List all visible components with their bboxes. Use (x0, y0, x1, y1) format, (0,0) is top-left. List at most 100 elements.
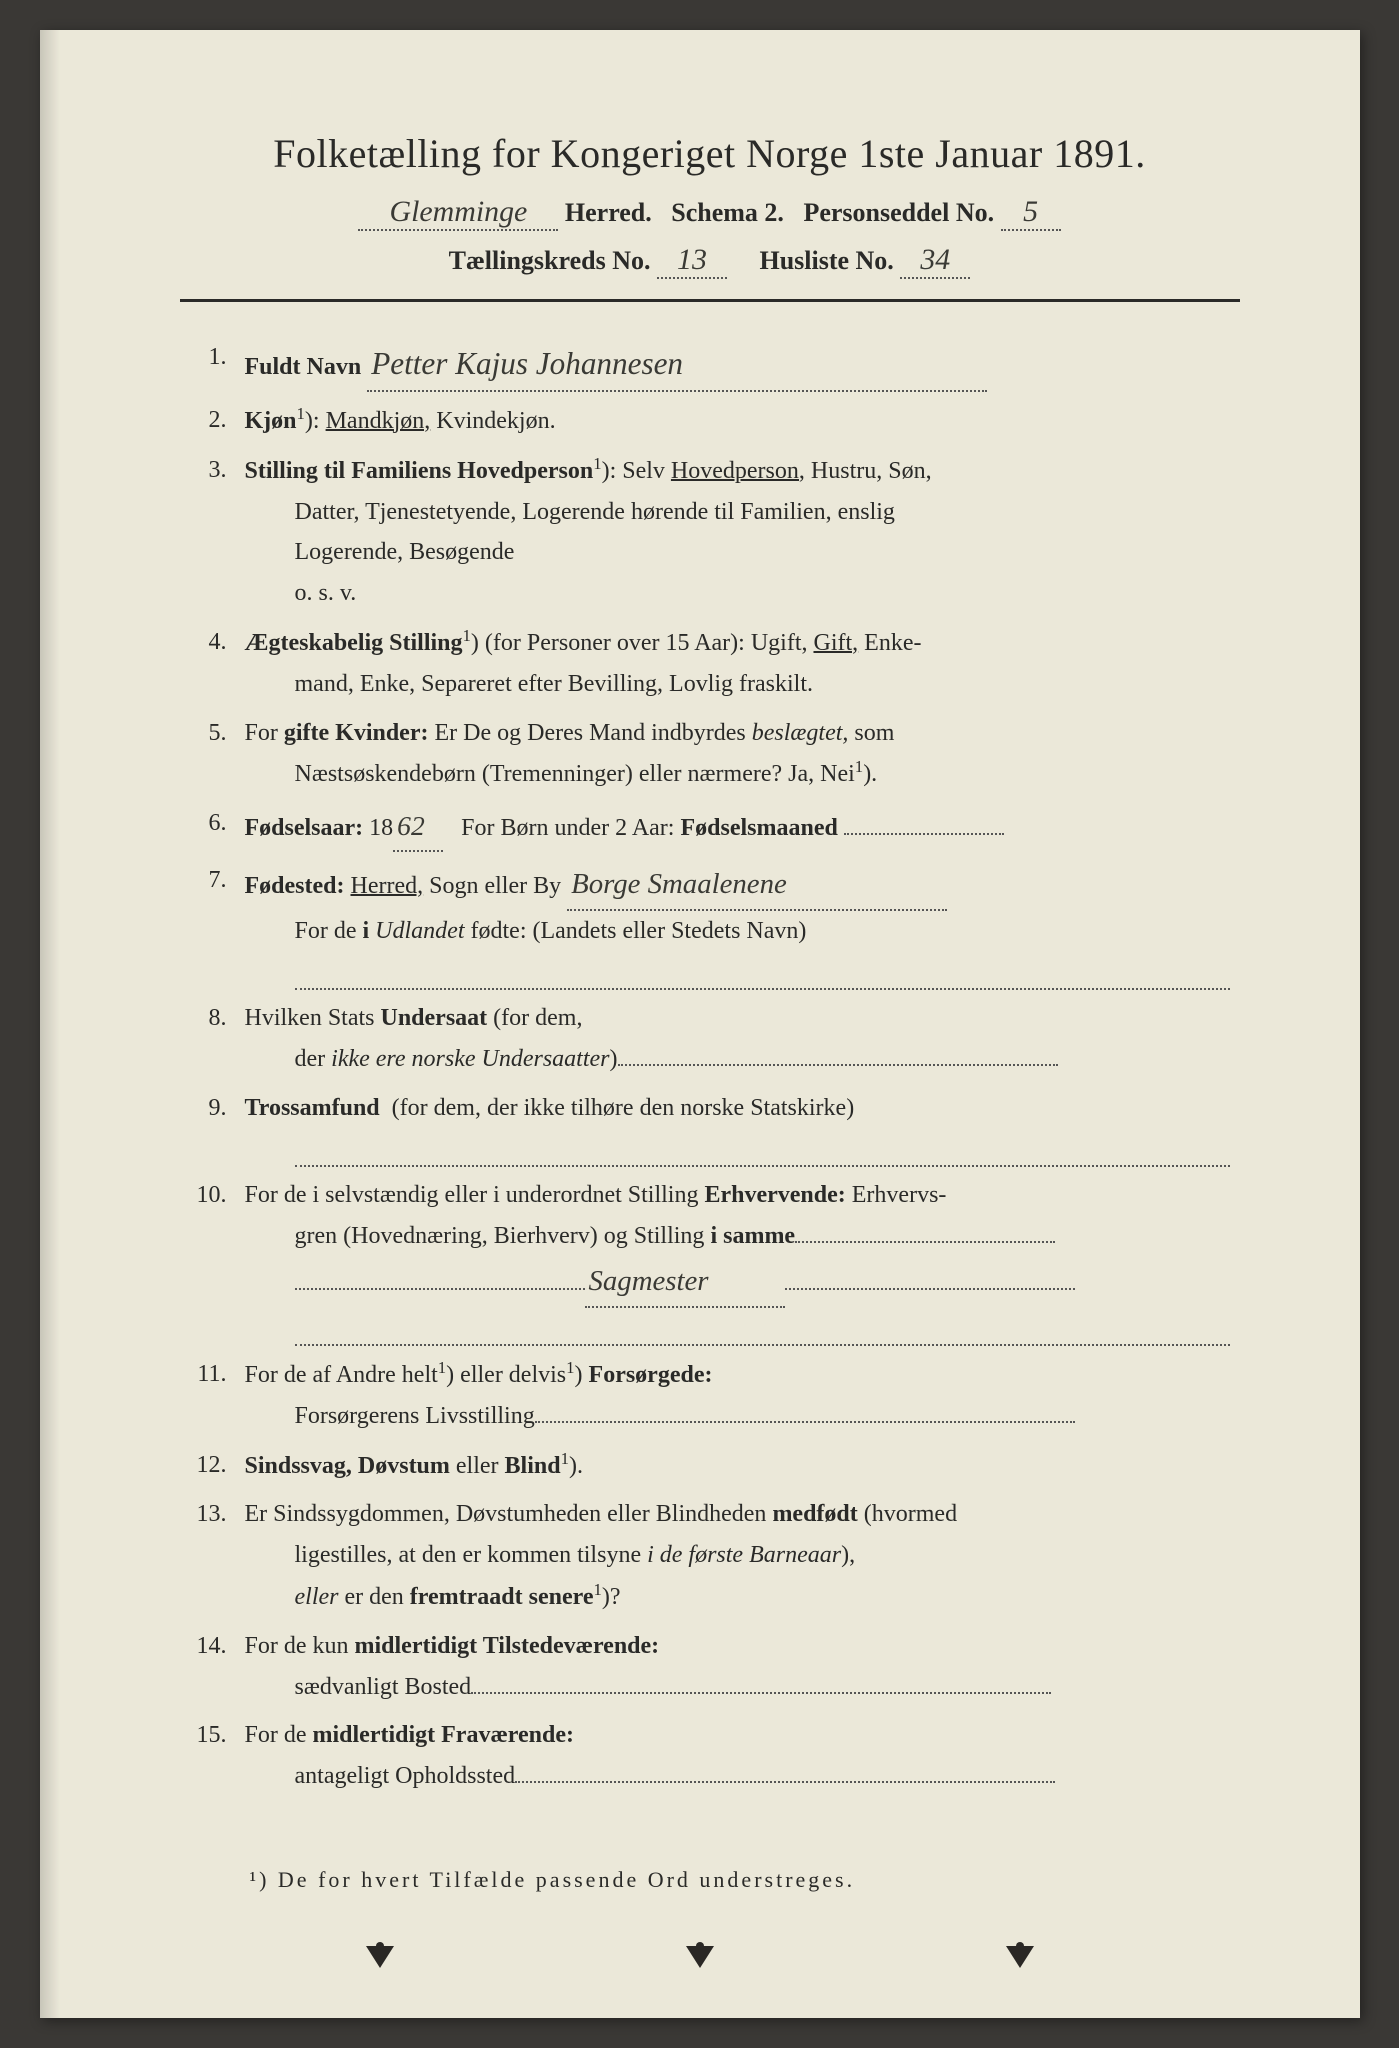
taellingskreds-no: 13 (657, 243, 727, 279)
cont: Datter, Tjenestetyende, Logerende hørend… (245, 492, 1230, 533)
header-line-2: Glemminge Herred. Schema 2. Personseddel… (180, 195, 1240, 231)
t: som (854, 720, 894, 746)
label: Ægteskabelig Stilling (245, 630, 463, 656)
header-divider (180, 299, 1240, 302)
item-body: Fødselsaar: 1862 For Børn under 2 Aar: F… (245, 803, 1230, 852)
t: eller delvis (460, 1362, 566, 1388)
year-value: 62 (393, 803, 443, 852)
fill (535, 1421, 1075, 1423)
schema-label: Schema 2. (671, 198, 784, 227)
item-1: 1. Fuldt Navn Petter Kajus Johannesen (190, 337, 1230, 392)
item-body: Trossamfund (for dem, der ikke tilhøre d… (245, 1088, 1230, 1167)
cont: o. s. v. (245, 573, 1230, 614)
header-line-3: Tællingskreds No. 13 Husliste No. 34 (180, 243, 1240, 279)
item-7: 7. Fødested: Herred, Sogn eller By Borge… (190, 860, 1230, 990)
t: gifte Kvinder: (284, 720, 429, 746)
fill (795, 1241, 1055, 1243)
item-body: Sindssvag, Døvstum eller Blind1). (245, 1445, 1230, 1487)
t: For de i selvstændig eller i underordnet… (245, 1182, 705, 1208)
cont: ligestilles, at den er kommen tilsyne i … (245, 1535, 1230, 1576)
item-12: 12. Sindssvag, Døvstum eller Blind1). (190, 1445, 1230, 1487)
t: midlertidigt Tilstedeværende: (355, 1633, 660, 1659)
item-15: 15. For de midlertidigt Fraværende: anta… (190, 1715, 1230, 1797)
item-body: For de af Andre helt1) eller delvis1) Fo… (245, 1354, 1230, 1437)
t: er den (344, 1584, 409, 1610)
cont: Logerende, Besøgende (245, 532, 1230, 573)
item-body: Fødested: Herred, Sogn eller By Borge Sm… (245, 860, 1230, 990)
form-content: 1. Fuldt Navn Petter Kajus Johannesen 2.… (180, 337, 1240, 1797)
label: Trossamfund (245, 1095, 380, 1121)
item-10: 10. For de i selvstændig eller i underor… (190, 1175, 1230, 1346)
dotted-line (295, 952, 1230, 990)
cont: Forsørgerens Livsstilling (245, 1396, 1230, 1437)
item-number: 12. (190, 1445, 245, 1487)
item-number: 10. (190, 1175, 245, 1346)
hole-icon (366, 1946, 394, 1968)
fill (844, 833, 1004, 835)
item-body: Kjøn1): Mandkjøn, Kvindekjøn. (245, 400, 1230, 442)
dotted-line (295, 1129, 1230, 1167)
item-body: Er Sindssygdommen, Døvstumheden eller Bl… (245, 1494, 1230, 1617)
item-body: For de i selvstændig eller i underordnet… (245, 1175, 1230, 1346)
item-body: Hvilken Stats Undersaat (for dem, der ik… (245, 998, 1230, 1080)
t: Erhvervende: (704, 1182, 845, 1208)
item-number: 15. (190, 1715, 245, 1797)
cont: eller er den fremtraadt senere1)? (245, 1576, 1230, 1618)
item-11: 11. For de af Andre helt1) eller delvis1… (190, 1354, 1230, 1437)
t: For (245, 720, 284, 746)
item-body: Ægteskabelig Stilling1) (for Personer ov… (245, 622, 1230, 705)
item-number: 13. (190, 1494, 245, 1617)
year-prefix: 18 (369, 815, 393, 841)
fill (471, 1692, 1051, 1694)
t: Forsørgerens Livsstilling (295, 1403, 535, 1429)
t: (for dem, (493, 1005, 582, 1031)
item-number: 4. (190, 622, 245, 705)
t: Er De og Deres Mand indbyrdes (434, 720, 751, 746)
cont: der ikke ere norske Undersaatter) (245, 1039, 1230, 1080)
item-body: Stilling til Familiens Hovedperson1): Se… (245, 450, 1230, 614)
cont: sædvanligt Bosted (245, 1667, 1230, 1708)
cont: mand, Enke, Separeret efter Bevilling, L… (245, 664, 1230, 705)
occupation-value: Sagmester (585, 1257, 785, 1308)
item-number: 5. (190, 713, 245, 796)
t: Forsørgede: (589, 1362, 713, 1388)
fill (515, 1781, 1055, 1783)
t: i (363, 918, 376, 944)
t: For de (245, 1722, 313, 1748)
dotted-line (295, 1308, 1230, 1346)
t: Undersaat (381, 1005, 488, 1031)
t: Blind (505, 1453, 561, 1479)
t: sædvanligt Bosted (295, 1674, 472, 1700)
label: Fuldt Navn (245, 354, 362, 380)
label: Sindssvag, Døvstum (245, 1453, 450, 1479)
label: Fødselsaar: (245, 815, 364, 841)
item-2: 2. Kjøn1): Mandkjøn, Kvindekjøn. (190, 400, 1230, 442)
t: eller (295, 1584, 339, 1610)
form-title: Folketælling for Kongeriget Norge 1ste J… (180, 130, 1240, 177)
t: Næstsøskendebørn (Tremenninger) eller næ… (295, 761, 855, 787)
personseddel-no: 5 (1001, 195, 1061, 231)
cont: gren (Hovednæring, Bierhverv) og Stillin… (245, 1216, 1230, 1257)
taellingskreds-label: Tællingskreds No. (449, 246, 651, 275)
t: Fødselsmaaned (680, 815, 837, 841)
item-5: 5. For gifte Kvinder: Er De og Deres Man… (190, 713, 1230, 796)
fill (295, 1288, 585, 1290)
fill (785, 1288, 1075, 1290)
t: eller (456, 1453, 505, 1479)
herred-value: Glemminge (358, 195, 558, 231)
cont: For de i Udlandet fødte: (Landets eller … (245, 911, 1230, 952)
cont: antageligt Opholdssted (245, 1756, 1230, 1797)
t: i samme (710, 1223, 795, 1249)
t: medfødt (772, 1501, 857, 1527)
t: Er Sindssygdommen, Døvstumheden eller Bl… (245, 1501, 773, 1527)
census-form-page: Folketælling for Kongeriget Norge 1ste J… (40, 30, 1360, 2018)
fill (618, 1064, 1058, 1066)
item-8: 8. Hvilken Stats Undersaat (for dem, der… (190, 998, 1230, 1080)
label: Fødested: (245, 873, 345, 899)
birthplace-value: Borge Smaalenene (567, 860, 947, 911)
t: Hvilken Stats (245, 1005, 381, 1031)
t: i de første Barneaar (647, 1542, 841, 1568)
footnote: ¹) De for hvert Tilfælde passende Ord un… (180, 1867, 1240, 1893)
item-number: 1. (190, 337, 245, 392)
item-13: 13. Er Sindssygdommen, Døvstumheden elle… (190, 1494, 1230, 1617)
